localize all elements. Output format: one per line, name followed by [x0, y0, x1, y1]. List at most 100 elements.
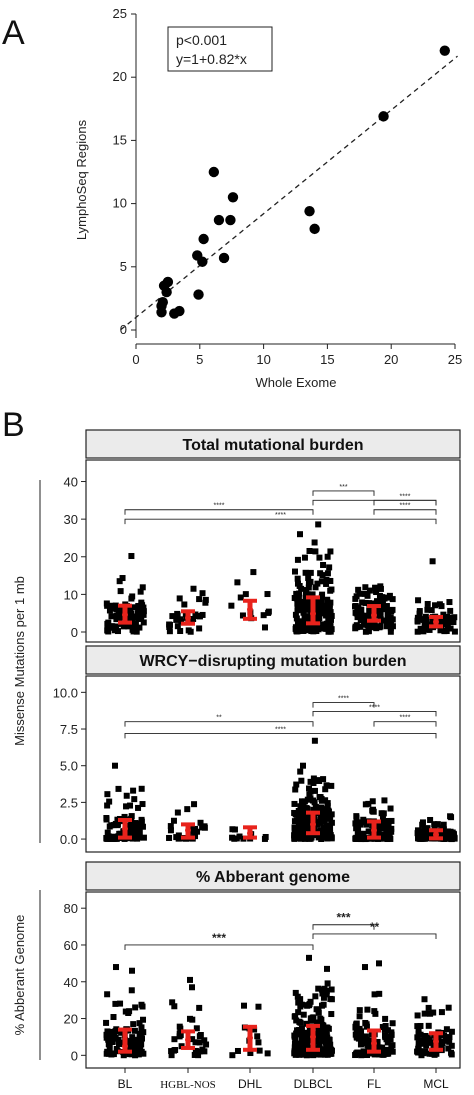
data-point [112, 602, 119, 609]
data-point [384, 834, 391, 841]
data-point [328, 811, 335, 818]
data-point [371, 1008, 378, 1015]
a-ytick-label: 10 [113, 196, 127, 211]
data-point [356, 1025, 363, 1032]
ytick-label: 40 [64, 475, 78, 490]
data-point [313, 1006, 320, 1013]
a-ytick-label: 25 [113, 6, 127, 21]
category-label-FL: FL [367, 1077, 381, 1091]
data-point [126, 1051, 133, 1058]
data-point [129, 1034, 136, 1041]
data-point [293, 781, 300, 788]
data-point [315, 626, 322, 633]
data-point [323, 576, 330, 583]
data-point [138, 1024, 145, 1031]
data-point [131, 1027, 138, 1034]
data-point [115, 628, 122, 635]
data-point [123, 803, 130, 810]
outlier-point [373, 587, 379, 594]
data-point [414, 1034, 421, 1041]
data-point [138, 785, 145, 792]
data-point [379, 1050, 386, 1057]
ytick-label: 30 [64, 512, 78, 527]
data-point [368, 624, 375, 631]
data-point [365, 828, 372, 835]
data-point [352, 820, 359, 827]
a-data-point [213, 214, 225, 226]
significance-bracket [312, 490, 375, 496]
data-point [171, 1036, 178, 1043]
category-labels: BL HGBL-NOS DHL DLBCL FL MCL [118, 1068, 449, 1091]
data-point [297, 832, 304, 839]
data-point [301, 619, 308, 626]
data-point [236, 833, 243, 840]
data-point [363, 835, 370, 842]
data-point [388, 825, 395, 832]
data-point [135, 602, 142, 609]
data-point [360, 816, 367, 823]
significance-bracket [124, 732, 437, 739]
data-point [114, 816, 121, 823]
data-point [300, 807, 307, 814]
data-point [414, 1023, 421, 1030]
category-label-MCL: MCL [423, 1077, 449, 1091]
data-point [365, 800, 372, 807]
data-point [291, 1032, 298, 1039]
data-point [323, 991, 330, 998]
data-point [352, 835, 359, 842]
data-point [320, 1025, 327, 1032]
outlier-point [241, 1002, 247, 1009]
data-point [352, 625, 359, 632]
panel-a-y-title: LymphoSeq Regions [74, 119, 89, 240]
data-point [295, 999, 302, 1006]
data-point [167, 827, 174, 834]
data-point [302, 601, 309, 608]
panel-frame [85, 459, 461, 643]
data-point [169, 999, 176, 1006]
data-point [416, 608, 423, 615]
data-point [425, 830, 432, 837]
data-point [298, 585, 305, 592]
data-point [371, 991, 378, 998]
data-point [295, 605, 302, 612]
data-point [301, 817, 308, 824]
data-point [376, 990, 383, 997]
data-point [116, 1040, 123, 1047]
data-point [111, 627, 118, 634]
data-point [321, 985, 328, 992]
data-point [362, 1036, 369, 1043]
data-point [301, 554, 308, 561]
data-point [136, 833, 143, 840]
data-point [115, 608, 122, 615]
significance-label: ** [216, 715, 222, 722]
data-point [197, 819, 204, 826]
panel-strip [85, 861, 461, 891]
data-point [298, 1001, 305, 1008]
data-point [192, 1047, 199, 1054]
data-point [261, 835, 268, 842]
data-point [323, 782, 330, 789]
data-point [355, 825, 362, 832]
data-point [381, 595, 388, 602]
data-point [325, 616, 332, 623]
data-point [437, 627, 444, 634]
significance-bracket [124, 944, 314, 950]
data-point [199, 1046, 206, 1053]
category-label-DLBCL: DLBCL [294, 1077, 333, 1091]
data-point [311, 787, 318, 794]
data-point [171, 1003, 178, 1010]
outlier-point [429, 558, 436, 565]
data-point [320, 561, 327, 568]
data-point [428, 607, 435, 614]
data-point [114, 834, 121, 841]
data-point [388, 1031, 395, 1038]
data-point [313, 617, 320, 624]
data-point [116, 612, 123, 619]
data-point [265, 608, 272, 615]
median-point [122, 1043, 128, 1050]
data-point [353, 1032, 360, 1039]
panel-strip-title: % Abberant genome [196, 869, 350, 886]
data-point [104, 791, 111, 798]
data-point [128, 824, 135, 831]
data-point [104, 802, 111, 809]
